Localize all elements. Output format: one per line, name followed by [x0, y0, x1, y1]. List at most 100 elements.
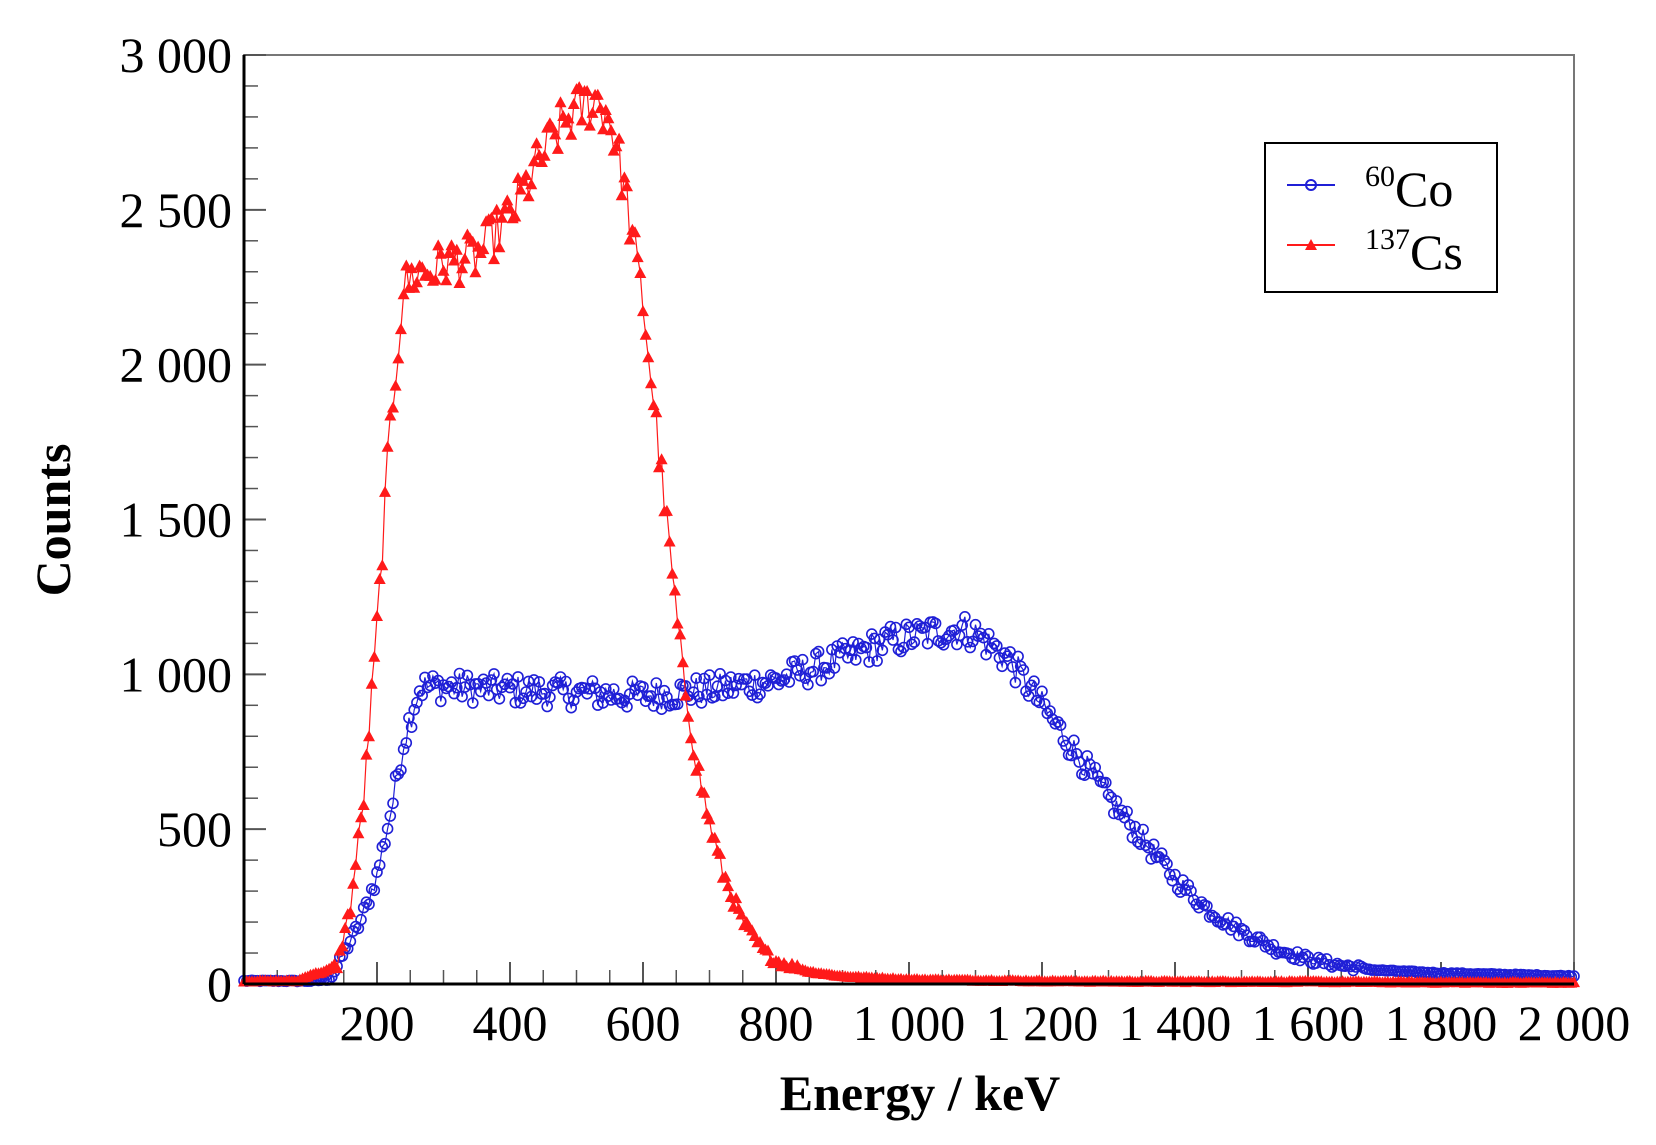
data-point: [1163, 868, 1176, 881]
data-point: [1190, 898, 1203, 911]
data-point: [429, 273, 442, 285]
data-point: [517, 174, 530, 186]
y-tick-label: 500: [157, 801, 232, 857]
data-point: [501, 194, 514, 206]
data-point: [1139, 839, 1152, 852]
data-point: [602, 112, 615, 124]
data-point: [724, 671, 737, 683]
data-point: [1009, 676, 1022, 689]
legend-symbol-cs137: Cs: [1410, 224, 1463, 280]
data-point: [889, 621, 902, 634]
data-point: [746, 689, 758, 701]
data-point: [693, 690, 705, 703]
data-point: [496, 211, 508, 223]
data-point: [621, 180, 633, 192]
data-point: [1331, 957, 1344, 970]
data-point: [778, 674, 790, 686]
data-point: [583, 119, 596, 131]
data-point: [937, 638, 950, 651]
data-point: [496, 681, 508, 694]
data-point: [623, 233, 636, 245]
data-point: [560, 675, 572, 688]
data-point: [708, 690, 721, 703]
data-point: [961, 635, 974, 648]
data-point: [1073, 756, 1085, 768]
data-point: [1129, 820, 1141, 833]
data-point: [1137, 823, 1149, 836]
data-point: [855, 642, 867, 655]
x-tick-label: 1 600: [1252, 995, 1365, 1051]
data-point: [408, 281, 421, 293]
data-point: [336, 940, 349, 952]
data-point: [754, 688, 766, 701]
data-point: [448, 254, 461, 266]
data-point: [762, 944, 774, 956]
data-point: [1169, 868, 1181, 881]
data-point: [645, 377, 657, 389]
data-point: [538, 149, 551, 161]
data-point: [849, 654, 862, 666]
data-point: [871, 655, 883, 667]
data-point: [599, 104, 612, 115]
data-point: [397, 288, 410, 300]
data-point: [719, 870, 732, 882]
data-point: [450, 243, 463, 255]
data-point: [868, 632, 881, 645]
x-tick-label: 1 400: [1119, 995, 1232, 1051]
data-point: [434, 247, 447, 259]
data-point: [525, 178, 538, 190]
data-point: [1299, 948, 1312, 961]
legend-entry-co60: 60Co: [1287, 160, 1453, 217]
legend-marker-co60: [1305, 179, 1317, 191]
data-point: [1320, 953, 1333, 965]
data-point: [485, 211, 498, 223]
data-point: [828, 662, 841, 674]
data-point: [450, 681, 463, 694]
data-point: [395, 764, 407, 776]
data-point: [429, 677, 442, 690]
legend-label-co60: 60Co: [1365, 160, 1453, 217]
data-point: [477, 243, 490, 255]
data-point: [371, 610, 383, 621]
data-point: [381, 440, 394, 452]
legend-label-cs137: 137Cs: [1365, 223, 1463, 280]
data-point: [400, 737, 413, 749]
data-point: [698, 786, 711, 798]
data-point: [394, 323, 407, 335]
data-point: [642, 351, 655, 363]
data-point: [387, 401, 399, 413]
data-point: [998, 647, 1011, 659]
data-point: [586, 106, 599, 118]
data-point: [682, 710, 695, 722]
data-point: [405, 721, 418, 734]
legend-entry-cs137: 137Cs: [1287, 223, 1463, 280]
data-point: [416, 261, 429, 273]
data-point: [692, 759, 705, 771]
data-point: [517, 692, 530, 705]
x-tick-labels: 200 400 600 800 1 000 1 200 1 400 1 600 1 800 2 0…: [340, 995, 1631, 1051]
data-point: [972, 630, 985, 642]
data-point: [671, 617, 684, 629]
data-point: [666, 567, 679, 579]
data-point: [722, 880, 735, 892]
data-point: [562, 112, 575, 124]
data-point: [634, 267, 647, 278]
data-point: [453, 277, 466, 288]
data-point: [1054, 719, 1067, 732]
legend-marker-cs137: [1305, 239, 1317, 250]
data-point: [381, 822, 394, 835]
data-point: [629, 226, 641, 238]
data-point: [363, 730, 375, 742]
data-point: [1078, 769, 1091, 782]
data-point: [1102, 788, 1115, 801]
data-point: [432, 239, 445, 251]
x-tick-label: 800: [739, 995, 814, 1051]
data-point: [730, 892, 743, 904]
data-point: [615, 189, 628, 201]
data-point: [653, 461, 665, 473]
data-point: [605, 694, 617, 706]
data-point: [815, 674, 828, 687]
data-point: [544, 691, 556, 703]
data-point: [1033, 696, 1046, 709]
